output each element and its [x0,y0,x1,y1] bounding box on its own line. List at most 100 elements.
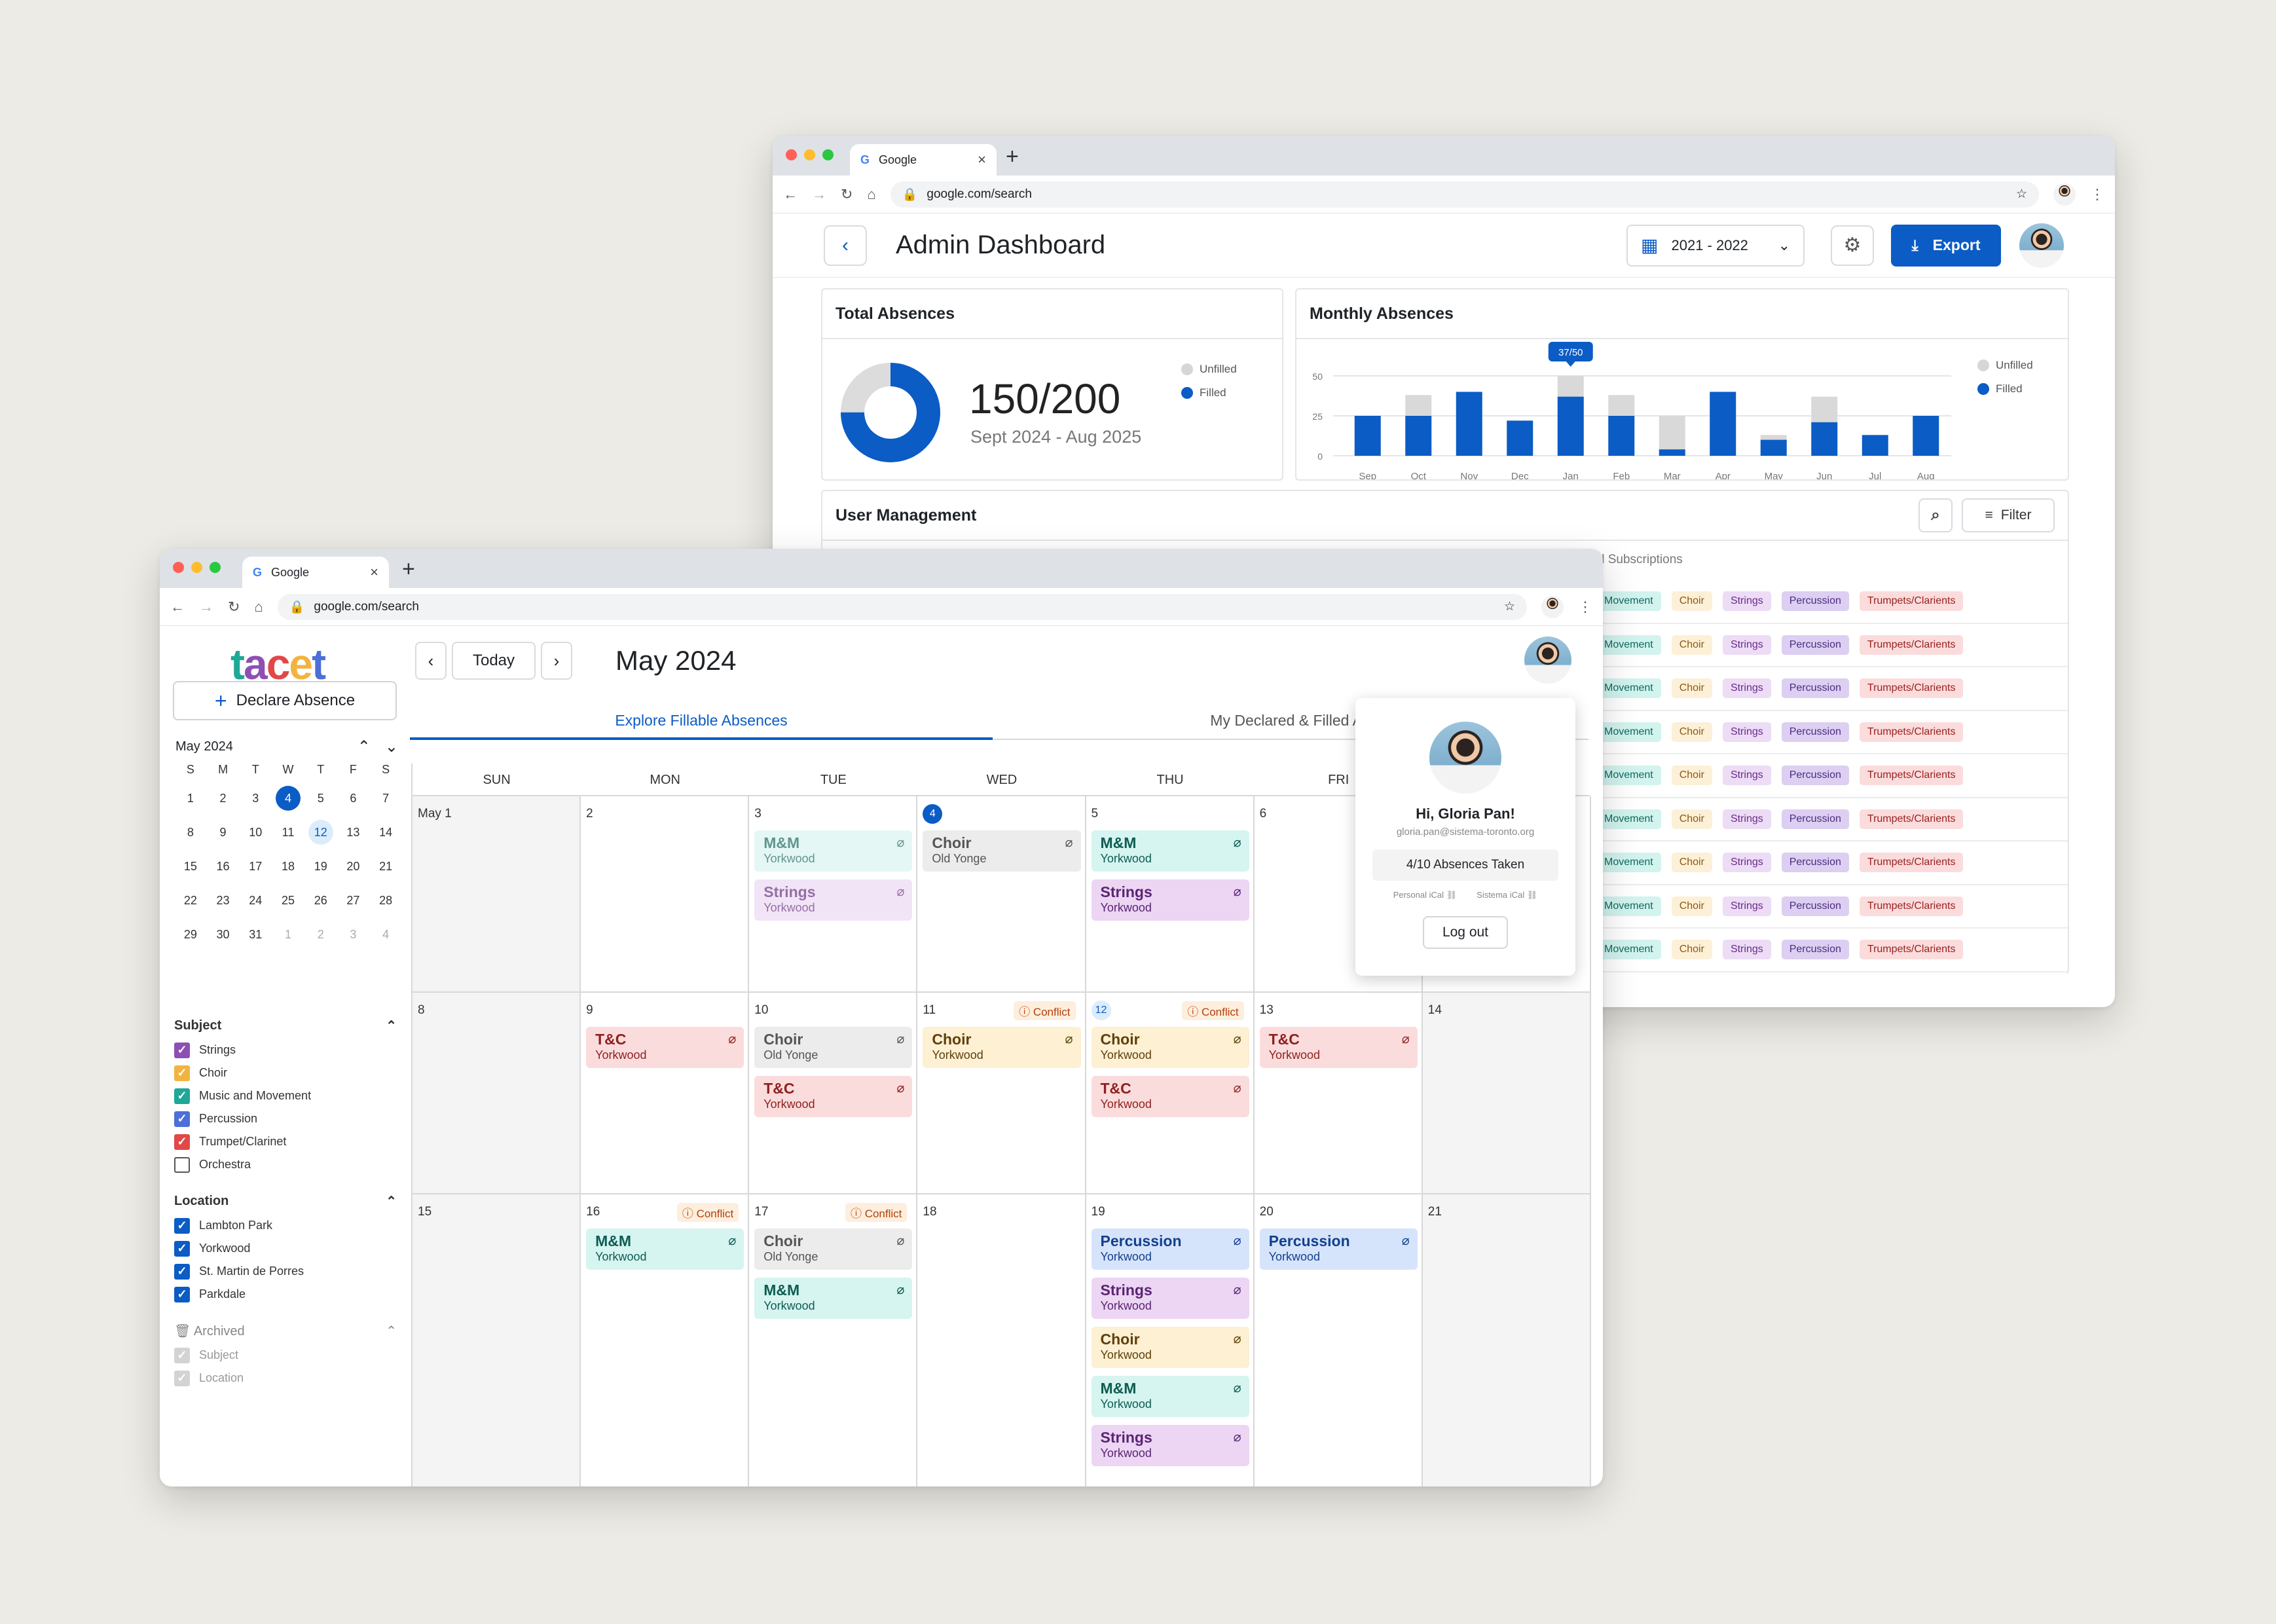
user-row[interactable]: Movement Choir Strings Percussion Trumpets/C… [1596,754,2068,798]
settings-button[interactable]: ⚙ [1831,225,1874,266]
menu-icon[interactable]: ⋮ [1578,598,1592,615]
personal-ical-link[interactable]: Personal iCal ⛓ [1393,890,1457,900]
bar-filled[interactable] [1608,416,1635,456]
subject-checkbox[interactable]: ✓ Choir [174,1061,397,1084]
mini-day[interactable]: 10 [249,826,263,839]
user-row[interactable]: Movement Choir Strings Percussion Trumpets/C… [1596,667,2068,711]
mini-day[interactable]: 20 [346,860,360,873]
mini-day[interactable]: 7 [382,792,390,805]
browser-tab[interactable]: G Google × [242,557,389,588]
declare-absence-button[interactable]: + Declare Absence [173,681,397,720]
subject-checkbox[interactable]: ✓ Music and Movement [174,1084,397,1107]
mini-day[interactable]: 22 [183,894,197,907]
absence-event[interactable]: Percussion Yorkwood ⌀ [1259,1228,1418,1270]
mini-day[interactable]: 9 [219,826,227,839]
day-cell[interactable]: 5 M&M Yorkwood ⌀ Strings Yorkwood ⌀ [1086,796,1255,993]
mini-day[interactable]: 6 [350,792,357,805]
absence-event[interactable]: M&M Yorkwood ⌀ [1091,830,1249,872]
mini-day[interactable]: 29 [183,928,197,941]
mini-day[interactable]: 8 [187,826,194,839]
mini-day[interactable]: 31 [249,928,263,941]
menu-icon[interactable]: ⋮ [2090,185,2104,202]
mini-day[interactable]: 3 [350,928,357,941]
bar-filled[interactable] [1659,449,1685,456]
user-row[interactable]: Movement Choir Strings Percussion Trumpets/C… [1596,580,2068,624]
user-row[interactable]: Movement Choir Strings Percussion Trumpets/C… [1596,885,2068,929]
new-tab-icon[interactable]: + [1006,144,1019,169]
bar-filled[interactable] [1913,416,1939,456]
location-checkbox[interactable]: ✓ Parkdale [174,1283,397,1306]
bar-unfilled[interactable] [1608,395,1635,416]
bar-unfilled[interactable] [1557,376,1584,397]
mini-day[interactable]: 15 [183,860,197,873]
absence-event[interactable]: Choir Yorkwood ⌀ [1091,1327,1249,1368]
mini-day[interactable]: 27 [346,894,360,907]
absence-event[interactable]: T&C Yorkwood ⌀ [1091,1076,1249,1117]
location-checkbox[interactable]: ✓ Yorkwood [174,1237,397,1260]
bar-unfilled[interactable] [1811,396,1838,422]
mini-day[interactable]: 4 [382,928,390,941]
absence-event[interactable]: Strings Yorkwood ⌀ [1091,1425,1249,1466]
next-month-button[interactable]: › [541,642,572,680]
absence-event[interactable]: M&M Yorkwood ⌀ [1091,1376,1249,1417]
logout-button[interactable]: Log out [1423,916,1508,949]
user-row[interactable]: Movement Choir Strings Percussion Trumpets/C… [1596,841,2068,885]
reload-icon[interactable]: ↻ [228,598,240,615]
archived-checkbox[interactable]: ✓ Location [174,1367,397,1390]
home-icon[interactable]: ⌂ [867,185,876,202]
day-cell[interactable]: 2 [581,796,750,993]
day-cell[interactable]: 19 Percussion Yorkwood ⌀ Strings Yorkwood ⌀ Cho… [1086,1194,1255,1486]
bar-filled[interactable] [1811,422,1838,456]
mini-day[interactable]: 4 [275,786,301,811]
maximize-window-button[interactable] [210,562,221,573]
mini-day[interactable]: 18 [281,860,295,873]
mini-day[interactable]: 1 [187,792,194,805]
mini-day[interactable]: 25 [281,894,295,907]
absence-event[interactable]: Percussion Yorkwood ⌀ [1091,1228,1249,1270]
location-checkbox[interactable]: ✓ St. Martin de Porres [174,1260,397,1283]
reload-icon[interactable]: ↻ [841,185,853,202]
back-icon[interactable]: ← [170,598,185,615]
url-field[interactable]: 🔒 google.com/search ☆ [277,593,1527,620]
day-cell[interactable]: 11 ⓘ Conflict Choir Yorkwood ⌀ [917,993,1086,1194]
mini-day[interactable]: 30 [216,928,230,941]
back-icon[interactable]: ← [783,185,798,202]
mini-day[interactable]: 5 [317,792,324,805]
day-cell[interactable]: 21 [1422,1194,1591,1486]
absence-event[interactable]: T&C Yorkwood ⌀ [1259,1027,1418,1068]
absence-event[interactable]: Choir Old Yonge ⌀ [754,1027,913,1068]
user-row[interactable]: Movement Choir Strings Percussion Trumpets/C… [1596,798,2068,841]
filter-button[interactable]: ≡ Filter [1962,498,2055,532]
mini-day[interactable]: 17 [249,860,263,873]
star-icon[interactable]: ☆ [2015,187,2027,201]
day-cell[interactable]: 14 [1422,993,1591,1194]
chevron-up-icon[interactable]: ⌃ [357,738,371,756]
absence-event[interactable]: T&C Yorkwood ⌀ [586,1027,744,1068]
chevron-up-icon[interactable]: ⌃ [386,1018,397,1033]
day-cell[interactable]: 15 [413,1194,581,1486]
minimize-window-button[interactable] [191,562,202,573]
subject-checkbox[interactable]: ✓ Trumpet/Clarinet [174,1130,397,1153]
absence-event[interactable]: Choir Yorkwood ⌀ [923,1027,1081,1068]
close-tab-icon[interactable]: × [370,564,378,580]
mini-day[interactable]: 28 [379,894,393,907]
day-cell[interactable]: May 1 [413,796,581,993]
day-cell[interactable]: 4 Choir Old Yonge ⌀ [917,796,1086,993]
browser-tab[interactable]: G Google × [850,144,997,175]
bar-filled[interactable] [1557,396,1584,456]
mini-day[interactable]: 26 [314,894,327,907]
bar-unfilled[interactable] [1760,435,1787,440]
location-checkbox[interactable]: ✓ Lambton Park [174,1214,397,1237]
day-cell[interactable]: 13 T&C Yorkwood ⌀ [1254,993,1423,1194]
star-icon[interactable]: ☆ [1503,600,1515,614]
absence-event[interactable]: Choir Yorkwood ⌀ [1091,1027,1249,1068]
chevron-up-icon[interactable]: ⌃ [386,1194,397,1209]
mini-day[interactable]: 24 [249,894,263,907]
today-button[interactable]: Today [452,642,536,680]
mini-day[interactable]: 21 [379,860,393,873]
mini-day[interactable]: 11 [282,826,295,839]
absence-event[interactable]: Strings Yorkwood ⌀ [1091,879,1249,921]
close-window-button[interactable] [786,149,797,160]
user-avatar[interactable] [2019,223,2064,268]
mini-day[interactable]: 16 [216,860,230,873]
